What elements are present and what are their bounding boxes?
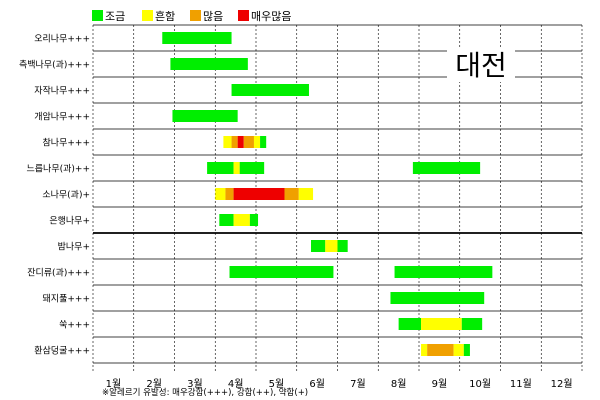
x-tick-label: 2월 xyxy=(146,378,162,390)
title-background xyxy=(447,48,515,82)
bar-segment-low xyxy=(162,32,232,44)
legend-label-many: 많음 xyxy=(203,10,223,23)
bar-segment-low xyxy=(219,214,234,226)
bar-segment-many xyxy=(225,188,234,200)
bar-segment-low xyxy=(461,318,483,330)
chart-title: 대전 xyxy=(455,49,507,82)
category-label: 느릅나무(과)++ xyxy=(26,164,90,175)
category-label: 밤나무+ xyxy=(58,242,90,253)
bar-segment-many xyxy=(284,188,299,200)
bar-segment-low xyxy=(207,162,234,174)
bar-segment-many xyxy=(231,136,238,148)
bar-segment-low xyxy=(398,318,422,330)
legend-label-common: 흔함 xyxy=(155,10,175,23)
category-label: 돼지풀+++ xyxy=(43,294,90,305)
category-label: 참나무+++ xyxy=(43,138,90,149)
x-tick-label: 5월 xyxy=(269,378,285,390)
bar-segment-low xyxy=(337,240,348,252)
bar-segment-common xyxy=(223,136,232,148)
legend-label-low: 조금 xyxy=(105,10,125,23)
bar-segment-low xyxy=(412,162,481,174)
bar-segment-low xyxy=(311,240,326,252)
x-tick-label: 4월 xyxy=(228,378,244,390)
category-label: 오리나무+++ xyxy=(34,34,90,45)
category-label: 환삼덩굴+++ xyxy=(34,345,90,357)
x-tick-label: 10월 xyxy=(469,378,491,390)
footnote: ※알레르기 유발성: 매우강함(+++), 강함(++), 약함(+) xyxy=(102,387,308,398)
bar-segment-many xyxy=(427,344,454,356)
bar-segment-common xyxy=(215,188,226,200)
bar-segment-low xyxy=(229,266,334,278)
legend-swatch-common xyxy=(142,10,153,21)
bar-segment-low xyxy=(231,84,309,96)
bar-segment-common xyxy=(233,162,240,174)
x-tick-label: 7월 xyxy=(350,378,366,390)
bar-segment-common xyxy=(233,214,250,226)
legend-label-very_many: 매우많음 xyxy=(251,10,291,23)
legend-swatch-many xyxy=(190,10,201,21)
bar-segment-low xyxy=(239,162,265,174)
bar-segment-low xyxy=(390,292,485,304)
bar-segment-low xyxy=(249,214,259,226)
x-tick-label: 3월 xyxy=(187,378,203,390)
category-label: 개암나무+++ xyxy=(34,111,90,123)
x-tick-label: 9월 xyxy=(432,378,448,390)
bar-segment-common xyxy=(453,344,464,356)
legend-swatch-low xyxy=(92,10,103,21)
bar-segment-very_many xyxy=(233,188,285,200)
category-label: 자작나무+++ xyxy=(34,86,90,97)
x-tick-label: 12월 xyxy=(551,378,573,390)
x-tick-label: 11월 xyxy=(510,378,532,390)
bar-segment-common xyxy=(421,344,428,356)
x-tick-label: 1월 xyxy=(106,378,122,390)
bar-segment-common xyxy=(253,136,261,148)
bar-segment-low xyxy=(394,266,493,278)
category-label: 소나무(과)+ xyxy=(42,190,90,201)
x-tick-label: 8월 xyxy=(391,378,407,390)
bar-segment-low xyxy=(172,110,238,122)
category-label: 측백나무(과)+++ xyxy=(19,60,90,71)
legend-swatch-very_many xyxy=(238,10,249,21)
bar-segment-low xyxy=(170,58,248,70)
x-tick-label: 6월 xyxy=(309,378,325,390)
bar-segment-very_many xyxy=(237,136,244,148)
category-label: 잔디류(과)+++ xyxy=(27,268,90,279)
category-label: 은행나무+ xyxy=(49,215,90,227)
bar-segment-low xyxy=(463,344,470,356)
bar-segment-common xyxy=(325,240,338,252)
bar-segment-common xyxy=(421,318,462,330)
bar-segment-common xyxy=(298,188,314,200)
category-label: 쑥+++ xyxy=(59,320,90,331)
bar-segment-low xyxy=(260,136,267,148)
bar-segment-many xyxy=(243,136,254,148)
